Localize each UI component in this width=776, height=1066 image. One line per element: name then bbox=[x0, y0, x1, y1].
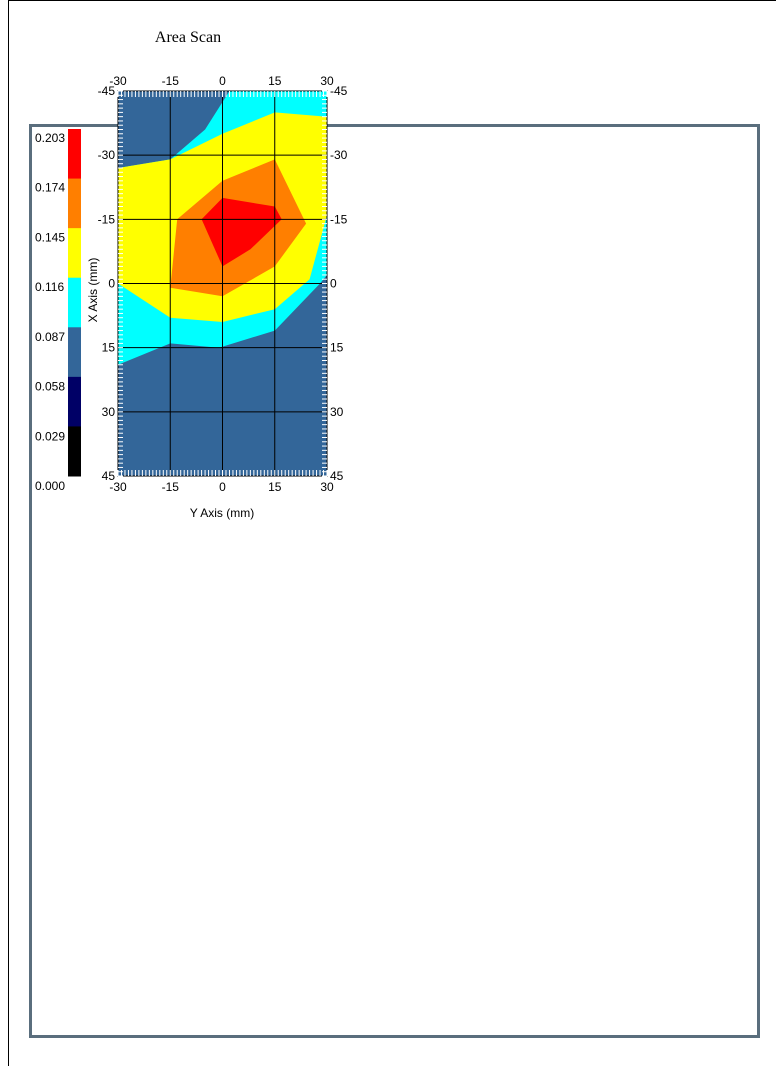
contour-level-4 bbox=[201, 197, 282, 267]
y-tick-label-right-2: -15 bbox=[330, 212, 348, 226]
colorbar-label-4: 0.087 bbox=[35, 330, 65, 344]
y-tick-label-left-0: -45 bbox=[98, 84, 116, 98]
x-tick-label-top-1: -15 bbox=[162, 74, 180, 88]
colorbar-swatch-1 bbox=[68, 178, 81, 229]
colorbar-label-7: 0.000 bbox=[35, 479, 65, 493]
colorbar-label-2: 0.145 bbox=[35, 230, 65, 244]
y-tick-label-left-4: 15 bbox=[102, 341, 116, 355]
colorbar-swatch-5 bbox=[68, 376, 81, 427]
x-axis-label: Y Axis (mm) bbox=[190, 506, 254, 520]
colorbar-label-6: 0.029 bbox=[35, 429, 65, 443]
y-tick-label-left-6: 45 bbox=[102, 469, 116, 483]
y-tick-label-right-3: 0 bbox=[330, 277, 337, 291]
x-tick-label-top-2: 0 bbox=[219, 74, 226, 88]
y-tick-label-right-4: 15 bbox=[330, 341, 344, 355]
colorbar: 0.203 0.174 0.145 0.116 0.087 0.058 0.029 0.000 bbox=[35, 129, 81, 493]
plot-area bbox=[117, 90, 328, 477]
x-tick-label-bottom-3: 15 bbox=[268, 480, 282, 494]
y-tick-label-right-6: 45 bbox=[330, 469, 344, 483]
colorbar-label-1: 0.174 bbox=[35, 181, 65, 195]
y-tick-label-right-1: -30 bbox=[330, 148, 348, 162]
colorbar-swatch-6 bbox=[68, 426, 81, 477]
y-tick-label-left-3: 0 bbox=[108, 277, 115, 291]
x-tick-label-top-0: -30 bbox=[109, 74, 127, 88]
colorbar-swatch-0 bbox=[68, 129, 81, 180]
colorbar-swatch-4 bbox=[68, 327, 81, 378]
x-tick-label-bottom-4: 30 bbox=[320, 480, 334, 494]
chart-title: Area Scan bbox=[154, 29, 222, 46]
y-tick-label-left-1: -30 bbox=[98, 148, 116, 162]
x-tick-label-top-3: 15 bbox=[268, 74, 282, 88]
colorbar-swatch-3 bbox=[68, 277, 81, 328]
y-tick-label-left-5: 30 bbox=[102, 405, 116, 419]
x-tick-label-bottom-0: -30 bbox=[109, 480, 127, 494]
colorbar-label-3: 0.116 bbox=[35, 280, 64, 294]
y-axis-label: X Axis (mm) bbox=[86, 258, 100, 323]
x-tick-label-bottom-2: 0 bbox=[219, 480, 226, 494]
colorbar-label-5: 0.058 bbox=[35, 380, 65, 394]
colorbar-label-0: 0.203 bbox=[35, 131, 65, 145]
colorbar-swatch-2 bbox=[68, 228, 81, 279]
y-tick-label-right-0: -45 bbox=[330, 84, 348, 98]
y-tick-label-left-2: -15 bbox=[98, 212, 116, 226]
page-frame bbox=[8, 0, 776, 1066]
y-tick-label-right-5: 30 bbox=[330, 405, 344, 419]
x-tick-label-bottom-1: -15 bbox=[162, 480, 180, 494]
x-tick-label-top-4: 30 bbox=[320, 74, 334, 88]
content-panel bbox=[29, 124, 760, 1038]
